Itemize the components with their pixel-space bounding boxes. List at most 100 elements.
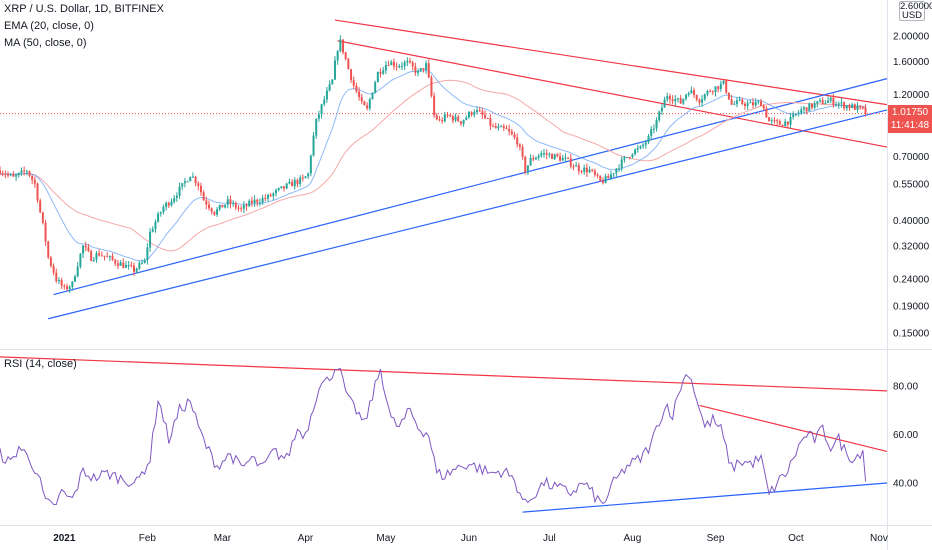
rsi-resistance-trendline — [699, 404, 888, 453]
candle-body — [406, 60, 409, 63]
candle-body — [433, 95, 436, 116]
time-tick-label: Aug — [624, 533, 642, 544]
candle-body — [564, 157, 567, 159]
price-scale-unit-button[interactable]: 2.60000 USD — [899, 1, 932, 21]
price-tick-label: 2.00000 — [893, 32, 930, 43]
candle-body — [660, 107, 663, 112]
candle-body — [414, 66, 417, 73]
time-tick-label: Jun — [461, 533, 477, 544]
candle-body — [845, 105, 848, 109]
candle-body — [524, 156, 527, 173]
candle-body — [682, 98, 685, 104]
candle-body — [819, 100, 822, 102]
candle-body — [173, 198, 176, 202]
candle-body — [317, 114, 320, 119]
candle-body — [561, 158, 564, 161]
candle-body — [331, 79, 334, 85]
candle-body — [98, 253, 101, 256]
candle-body — [518, 144, 521, 147]
candle-body — [837, 103, 840, 105]
candle-body — [800, 109, 803, 113]
candle-body — [149, 231, 152, 248]
candle-body — [205, 200, 208, 205]
candle-body — [556, 154, 559, 157]
candle-body — [808, 103, 811, 112]
candle-body — [68, 286, 71, 290]
price-tick-label: 0.19000 — [893, 302, 930, 313]
rsi-legend: RSI (14, close) — [4, 358, 77, 370]
candle-body — [768, 117, 771, 122]
candle-body — [853, 104, 856, 110]
candle-body — [253, 199, 256, 204]
candle-body — [363, 101, 366, 106]
candle-body — [559, 156, 562, 161]
candle-body — [242, 205, 245, 209]
candle-body — [516, 137, 519, 145]
candle-body — [626, 157, 629, 159]
candle-body — [199, 185, 202, 193]
candle-body — [492, 125, 495, 127]
candle-body — [376, 72, 379, 83]
candle-body — [508, 128, 511, 132]
candle-body — [189, 176, 192, 182]
candle-body — [628, 157, 631, 159]
trendline-layer[interactable] — [0, 19, 888, 513]
candle-body — [248, 200, 251, 207]
candle-body — [467, 112, 470, 118]
candle-body — [315, 118, 318, 136]
candle-body — [132, 265, 135, 272]
candle-body — [615, 168, 618, 174]
candle-body — [55, 272, 58, 282]
candle-body — [398, 66, 401, 68]
price-tick-label: 1.60000 — [893, 57, 930, 68]
candle-body — [475, 110, 478, 113]
rsi-tick-label: 60.00 — [893, 430, 918, 441]
candle-body — [39, 200, 42, 213]
candle-body — [465, 117, 468, 120]
candle-body — [805, 107, 808, 112]
candle-body — [31, 175, 34, 180]
candle-body — [232, 203, 235, 205]
candle-body — [693, 90, 696, 96]
time-tick-label: Jul — [543, 533, 556, 544]
price-tick-label: 1.20000 — [893, 90, 930, 101]
candle-body — [864, 107, 867, 114]
candle-body — [743, 103, 746, 107]
resistance-trendline — [334, 19, 888, 106]
candle-body — [186, 181, 189, 183]
candle-body — [283, 186, 286, 189]
candle-body — [170, 201, 173, 206]
candle-body — [390, 61, 393, 66]
ma-legend: MA (50, close, 0) — [4, 37, 87, 49]
candle-body — [695, 95, 698, 100]
rsi-tick-label: 80.00 — [893, 382, 918, 393]
candle-body — [760, 101, 763, 106]
candle-body — [526, 165, 529, 173]
candle-body — [74, 276, 77, 282]
candle-body — [848, 105, 851, 109]
candle-body — [497, 126, 500, 128]
time-tick-label: Nov — [870, 533, 888, 544]
candle-body — [835, 104, 838, 106]
candle-body — [226, 199, 229, 205]
candle-body — [829, 97, 832, 101]
candle-body — [7, 174, 10, 176]
candle-body — [100, 255, 103, 257]
candle-body — [765, 108, 768, 118]
candle-body — [422, 68, 425, 70]
candle-body — [781, 124, 784, 126]
time-tick-label: May — [376, 533, 395, 544]
candle-body — [358, 91, 361, 98]
candle-body — [191, 176, 194, 178]
rsi-tick-label: 40.00 — [893, 479, 918, 490]
candle-body — [609, 174, 612, 179]
candle-body — [280, 186, 283, 188]
time-tick-label: Apr — [298, 533, 314, 544]
candle-body — [733, 103, 736, 105]
candle-body — [588, 169, 591, 173]
candle-body — [384, 65, 387, 71]
candle-body — [735, 100, 738, 104]
candle-body — [714, 86, 717, 93]
